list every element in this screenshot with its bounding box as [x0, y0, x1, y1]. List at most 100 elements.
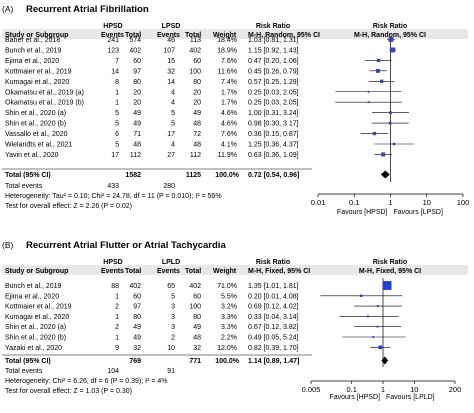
- panel-a-rr-ci-text: 1.03 [0.81, 1.31]: [248, 37, 299, 44]
- panel-b-total1-header: Total: [125, 268, 141, 275]
- panel-b-total2-value: 60: [193, 293, 201, 300]
- panel-a-plot-method-header: M-H, Random, 95% CI: [354, 32, 426, 39]
- panel-a-total2-sum: 1125: [186, 172, 201, 179]
- panel-a-total1-value: 49: [133, 110, 141, 117]
- panel-a-weight-value: 7.6%: [221, 58, 237, 65]
- panel-a-weight-value: 7.6%: [221, 131, 237, 138]
- panel-a-total1-value: 112: [130, 152, 141, 159]
- panel-a-total-weight: 100.0%: [215, 172, 240, 179]
- panel-a-total2-value: 49: [193, 110, 201, 117]
- panel-a-effect-marker: [367, 90, 370, 93]
- panel-a-study-name: Okamatsu et al., 2019 (b): [5, 100, 84, 107]
- panel-b-heterogeneity-text: Heterogeneity: Chi² = 6.26, df = 6 (P = …: [5, 378, 168, 385]
- panel-b-weight-value: 3.3%: [221, 314, 237, 321]
- panel-b-effect-marker: [366, 315, 369, 318]
- panel-a-total1-value: 80: [133, 79, 141, 86]
- panel-a-effect-marker: [392, 142, 396, 146]
- panel-a-rr-ci-text: 0.25 [0.03, 2.05]: [248, 89, 299, 96]
- panel-a-x-tick-label: 0.01: [311, 198, 326, 207]
- panel-b-rr-column-title: Risk Ratio: [256, 259, 290, 266]
- panel-b-total2-value: 100: [189, 304, 201, 311]
- panel-b-study-name: Kumagai et al., 2020: [5, 314, 69, 321]
- panel-a-weight-value: 18.9%: [217, 47, 237, 54]
- panel-a-weight-value: 1.7%: [221, 89, 237, 96]
- panel-a-weight-header: Weight: [213, 32, 237, 39]
- panel-a-events2-value: 14: [167, 79, 175, 86]
- panel-b-events2-value: 65: [167, 283, 175, 290]
- panel-b-favours-right-label: Favours [LPLD]: [386, 394, 435, 401]
- panel-b-total-label: Total (95% CI): [5, 358, 51, 365]
- panel-a-rr-ci-text: 0.36 [0.15, 0.87]: [248, 131, 299, 138]
- panel-b-x-tick-label: 1: [381, 385, 385, 394]
- panel-a-total1-header: Total: [125, 32, 141, 39]
- panel-b-rr-ci-text: 0.20 [0.01, 4.08]: [248, 293, 299, 300]
- panel-b-total2-value: 402: [189, 283, 201, 290]
- panel-a-events2-header: Events: [157, 32, 180, 39]
- panel-b-study-name: Yazaki et al., 2020: [5, 345, 62, 352]
- panel-a-total1-value: 48: [133, 142, 141, 149]
- panel-a-events1-value: 5: [115, 121, 119, 128]
- panel-a-study-name: Okamatsu et al., 2019 (a): [5, 89, 84, 96]
- panel-a-rr-ci-text: 1.00 [0.31, 3.24]: [248, 110, 299, 117]
- panel-a-effect-marker: [388, 121, 392, 125]
- panel-a-weight-value: 18.4%: [217, 37, 237, 44]
- panel-b-total1-value: 402: [129, 283, 141, 290]
- panel-a-study-name: Kottmaier et al., 2019: [5, 68, 72, 75]
- panel-a-total1-value: 49: [133, 121, 141, 128]
- panel-b-total1-value: 49: [133, 335, 141, 342]
- panel-a-weight-value: 4.1%: [221, 142, 237, 149]
- panel-b-total2-sum: 771: [189, 358, 201, 365]
- panel-b-total-events1: 104: [107, 368, 119, 375]
- panel-a-weight-value: 11.6%: [218, 68, 237, 75]
- panel-a-events1-value: 6: [115, 131, 119, 138]
- panel-b-events2-header: Events: [157, 268, 180, 275]
- panel-a-events2-value: 4: [171, 142, 175, 149]
- panel-a-effect-marker: [375, 68, 380, 73]
- panel-a-total-label: Total (95% CI): [5, 172, 51, 179]
- panel-a-total1-value: 71: [133, 131, 141, 138]
- panel-a-rr-method-header: M-H, Random, 95% CI: [248, 32, 320, 39]
- panel-b-group2-header: LPLD: [162, 259, 180, 266]
- panel-b-weight-header: Weight: [213, 268, 237, 275]
- panel-b-weight-value: 12.0%: [217, 345, 237, 352]
- panel-a-weight-value: 4.6%: [221, 121, 237, 128]
- panel-a-study-name: Yavin et al., 2020: [5, 152, 59, 159]
- panel-a-group2-header: LPSD: [162, 23, 181, 30]
- panel-b-plot-method-header: M-H, Fixed, 95% CI: [359, 268, 421, 275]
- panel-a-effect-marker: [376, 58, 381, 63]
- panel-b-total1-value: 80: [133, 314, 141, 321]
- panel-a-effect-marker: [372, 131, 377, 136]
- panel-a-weight-value: 7.4%: [221, 79, 237, 86]
- panel-b-weight-value: 71.0%: [217, 283, 237, 290]
- panel-b-weight-value: 3.2%: [221, 304, 237, 311]
- panel-a-rr-ci-text: 1.15 [0.92, 1.43]: [248, 47, 299, 54]
- panel-a-total1-value: 402: [129, 47, 141, 54]
- panel-b-effect-marker: [382, 281, 392, 290]
- panel-b-total-events2: 91: [167, 368, 175, 375]
- panel-a-rr-ci-text: 0.63 [0.36, 1.09]: [248, 152, 299, 159]
- panel-a-effect-marker: [381, 152, 386, 157]
- panel-b-events1-header: Events: [101, 268, 124, 275]
- panel-a-total-events2: 280: [163, 183, 175, 190]
- panel-b-total1-value: 32: [133, 345, 141, 352]
- panel-a-events1-value: 14: [111, 68, 119, 75]
- panel-b-total-rr-text: 1.14 [0.89, 1.47]: [248, 358, 299, 365]
- panel-a-total1-sum: 1582: [125, 172, 141, 179]
- panel-a-events1-header: Events: [101, 32, 124, 39]
- panel-b-study-col-header: Study or Subgroup: [5, 268, 68, 275]
- panel-a-events2-value: 5: [171, 121, 175, 128]
- panel-a-total1-value: 20: [133, 100, 141, 107]
- panel-b-study-name: Kottmaier et al., 2019: [5, 304, 72, 311]
- panel-a-events2-value: 15: [167, 58, 175, 65]
- panel-a-x-tick-label: 10: [423, 198, 431, 207]
- panel-a-total-events-label: Total events: [5, 183, 43, 190]
- panel-b-header-band: [2, 265, 468, 275]
- panel-a-study-name: Baher et al., 2018: [5, 37, 60, 44]
- panel-b-study-name: Ejima et al., 2020: [5, 293, 59, 300]
- panel-b-panel-label: (B): [2, 240, 14, 250]
- panel-a-events2-value: 27: [167, 152, 175, 159]
- panel-a-effect-marker: [379, 79, 384, 83]
- panel-a-total1-value: 60: [133, 58, 141, 65]
- panel-a-events1-value: 5: [115, 142, 119, 149]
